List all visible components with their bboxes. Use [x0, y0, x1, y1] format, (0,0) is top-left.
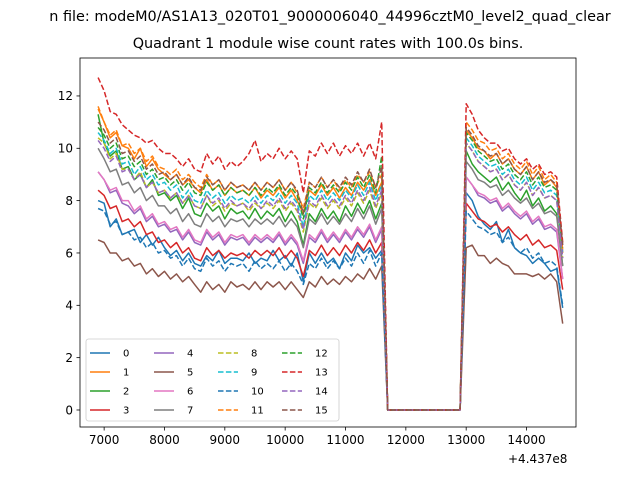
y-axis: 0 2 4 6 8 10 12: [58, 89, 80, 417]
series-line-4: [97, 171, 564, 411]
x-tick-label: 10000: [266, 433, 304, 447]
series-line-14: [97, 139, 564, 411]
series-line-11: [97, 106, 564, 411]
y-tick-label: 8: [65, 194, 73, 208]
legend-label-15: 15: [315, 406, 328, 417]
figure-suptitle: n file: modeM0/AS1A13_020T01_9000006040_…: [49, 9, 611, 25]
legend-label-0: 0: [123, 349, 129, 360]
x-tick-label: 14000: [507, 433, 545, 447]
chart-title: Quadrant 1 module wise count rates with …: [132, 36, 524, 52]
x-offset-label: +4.437e8: [508, 452, 568, 466]
legend-label-2: 2: [123, 387, 129, 398]
series-line-5: [97, 239, 564, 411]
legend-label-1: 1: [123, 368, 129, 379]
legend-label-12: 12: [315, 349, 328, 360]
y-tick-label: 4: [65, 299, 73, 313]
legend-label-7: 7: [187, 406, 193, 417]
x-tick-label: 13000: [447, 433, 485, 447]
series-lines: [97, 77, 564, 411]
series-line-10: [97, 207, 564, 411]
series-line-15: [97, 121, 564, 411]
series-line-13: [97, 77, 564, 411]
series-line-12: [97, 126, 564, 411]
legend-label-13: 13: [315, 368, 328, 379]
series-line-3: [97, 189, 564, 411]
y-tick-label: 2: [65, 351, 73, 365]
x-tick-label: 9000: [210, 433, 241, 447]
legend-label-4: 4: [187, 349, 193, 360]
series-line-2: [97, 114, 564, 411]
legend-label-5: 5: [187, 368, 193, 379]
legend-label-11: 11: [251, 406, 264, 417]
y-tick-label: 10: [58, 142, 73, 156]
x-axis: 7000 8000 9000 10000 11000 12000 13000 14000: [89, 427, 546, 447]
series-line-6: [97, 171, 564, 411]
y-tick-label: 6: [65, 246, 73, 260]
legend-label-9: 9: [251, 368, 257, 379]
x-tick-label: 7000: [89, 433, 120, 447]
legend-label-8: 8: [251, 349, 257, 360]
legend-box: [85, 338, 340, 422]
x-tick-label: 12000: [387, 433, 425, 447]
series-line-9: [97, 132, 564, 411]
x-tick-label: 8000: [149, 433, 180, 447]
legend-label-10: 10: [251, 387, 264, 398]
legend-label-3: 3: [123, 406, 129, 417]
x-tick-label: 11000: [326, 433, 364, 447]
plot-frame: [79, 57, 577, 428]
legend-label-6: 6: [187, 387, 193, 398]
y-tick-label: 12: [58, 89, 73, 103]
legend-label-14: 14: [315, 387, 328, 398]
series-line-7: [97, 147, 564, 411]
y-tick-label: 0: [65, 403, 73, 417]
